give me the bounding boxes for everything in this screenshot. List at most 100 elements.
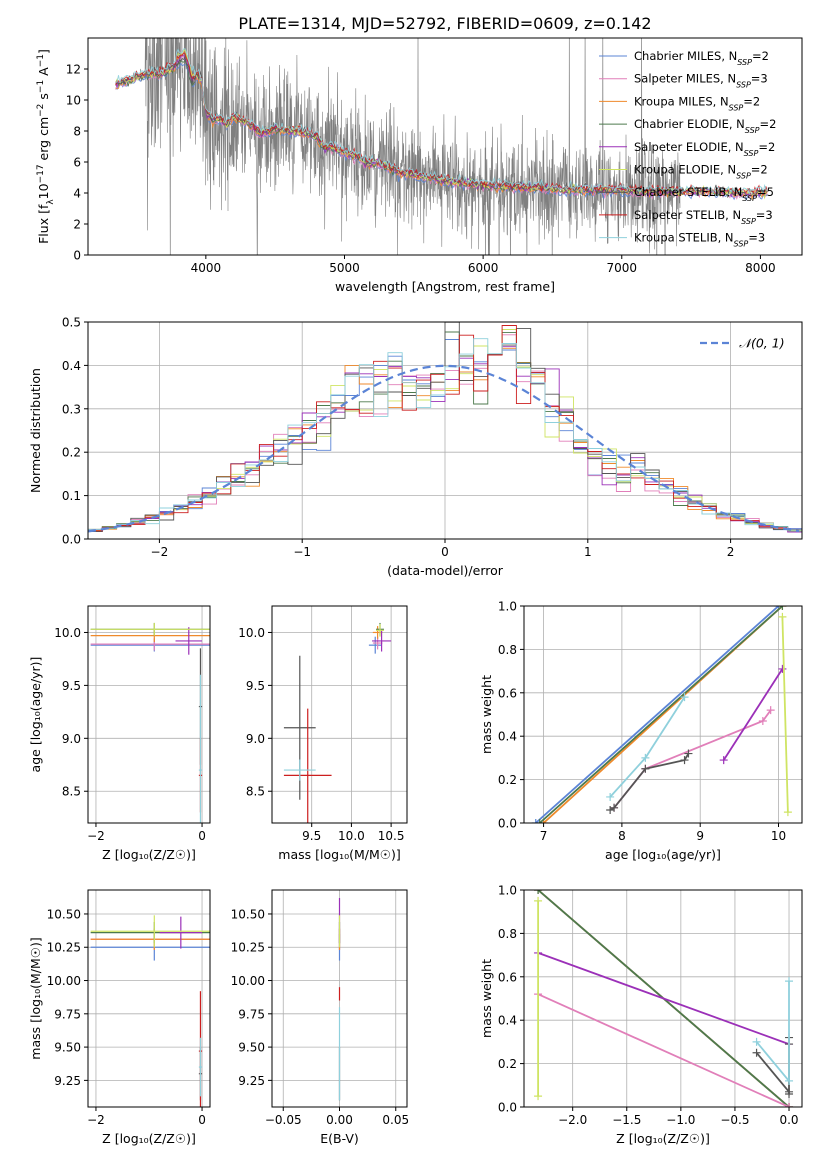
x-tick-label: 1 [584, 545, 592, 559]
age-vs-mass-panel: 9.5 10.0 10.5 8.5 9.0 9.5 10.0 mass [log₁₀(M/M☉… [238, 605, 408, 862]
legend-label: Salpeter STELIB, NSSP=3 [634, 208, 773, 226]
plot-frame [87, 321, 803, 540]
plot-frame [87, 37, 803, 256]
mass-weight-marker [534, 890, 543, 894]
y-tick-label: 0.1 [62, 489, 81, 503]
x-tick-label: 7000 [606, 261, 637, 275]
mass-vs-extinction-panel: −0.05 0.00 0.05 9.25 9.50 9.75 10.00 10.25 10.50… [231, 889, 409, 1146]
x-tick-label: 0.00 [326, 1113, 353, 1127]
model-spectrum-line [115, 59, 768, 198]
legend-label-main: Salpeter MILES, N [634, 72, 736, 86]
y-axis-label: Flux [fλ10−17 erg cm−2 s−1 A−1] [36, 49, 56, 244]
y-axis-label-part: ] [36, 49, 51, 54]
y-axis-label: age [log₁₀(age/yr)] [28, 657, 43, 773]
y-tick-label: 10.0 [54, 626, 81, 640]
mass-weight-marker [680, 756, 689, 765]
y-axis-label-part: erg cm [36, 117, 51, 165]
mass-weight-line [722, 668, 784, 761]
y-tick-label: 0 [73, 249, 81, 263]
x-axis-label: Z [log₁₀(Z/Z☉)] [102, 847, 196, 862]
y-axis-label-part: −17 [36, 164, 46, 183]
mass-weight-marker [766, 706, 775, 715]
legend-label: Salpeter ELODIE, NSSP=2 [634, 140, 775, 158]
x-tick-label: 9.5 [302, 829, 321, 843]
y-axis-label-part: A [36, 67, 51, 80]
y-tick-label: 10.25 [231, 941, 265, 955]
y-axis-label: Normed distribution [28, 368, 43, 493]
figure-title: PLATE=1314, MJD=52792, FIBERID=0609, z=0… [238, 14, 651, 33]
mass-weight-marker [606, 792, 615, 801]
legend-label-main: Chabrier ELODIE, N [634, 117, 745, 131]
y-tick-label: 2 [73, 218, 81, 232]
mass-weight-marker [778, 606, 787, 610]
x-axis-label: wavelength [Angstrom, rest frame] [335, 279, 555, 294]
y-tick-label: 9.25 [54, 1074, 81, 1088]
y-tick-label: 0.4 [62, 359, 81, 373]
x-tick-label: 0 [198, 1113, 206, 1127]
mass-weight-line [539, 606, 783, 823]
y-tick-label: 0.4 [498, 1014, 517, 1028]
y-tick-label: 9.50 [54, 1041, 81, 1055]
y-tick-label: 10.00 [231, 974, 265, 988]
x-tick-label: 10.5 [378, 829, 405, 843]
x-tick-label: 10 [771, 829, 786, 843]
y-tick-label: 8.5 [62, 785, 81, 799]
legend-label: Kroupa STELIB, NSSP=3 [634, 231, 765, 249]
mass-weight-marker [531, 819, 540, 823]
y-tick-label: 0.3 [62, 402, 81, 416]
y-tick-label: 9.5 [62, 679, 81, 693]
mass-weight-marker [641, 753, 650, 762]
y-tick-label: 8.5 [246, 785, 265, 799]
mass-weight-marker [752, 1048, 761, 1057]
x-tick-label: 6000 [468, 261, 499, 275]
mass-weight-vs-metallicity-panel: −2.0 −1.5 −1.0 −0.5 0.0 0.0 0.2 0.4 0.6 0.8 1.0 Z [… [479, 884, 803, 1146]
x-tick-label: −2 [87, 829, 105, 843]
x-axis-label: (data-model)/error [387, 563, 504, 578]
mass-weight-line [755, 981, 790, 1084]
mass-weight-line [781, 616, 789, 813]
y-tick-label: 0.8 [498, 927, 517, 941]
plot-frame [523, 605, 803, 824]
y-tick-label: 8 [73, 125, 81, 139]
mass-weight-marker [534, 896, 543, 905]
x-tick-label: 0.05 [382, 1113, 409, 1127]
legend-label: Chabrier ELODIE, NSSP=2 [634, 117, 776, 135]
x-tick-label: 8000 [745, 261, 776, 275]
mass-weight-marker [778, 664, 787, 673]
y-axis-label-part: λ [46, 199, 56, 205]
x-tick-label: 0 [198, 829, 206, 843]
legend-label-sub: SSP [736, 171, 751, 180]
legend-label-sub: SSP [734, 239, 749, 248]
y-tick-label: 0.6 [498, 970, 517, 984]
y-tick-label: 9.25 [238, 1074, 265, 1088]
plot-area [90, 622, 210, 823]
mass-weight-marker [758, 717, 767, 726]
y-axis-label: mass weight [479, 675, 494, 754]
y-tick-label: 10.50 [47, 907, 81, 921]
legend-label-sub: SSP [745, 126, 760, 135]
legend-label-value: =3 [756, 208, 773, 222]
legend-label-value: =3 [748, 231, 765, 245]
mass-weight-marker [606, 805, 615, 814]
y-tick-label: 10.50 [231, 907, 265, 921]
x-tick-label: −0.05 [265, 1113, 302, 1127]
y-tick-label: 10 [66, 94, 81, 108]
mass-weight-marker [785, 1089, 794, 1098]
y-tick-label: 9.75 [54, 1007, 81, 1021]
legend-label-main: Salpeter STELIB, N [634, 208, 741, 222]
legend-label-value: =2 [758, 140, 775, 154]
legend-label-main: Salpeter ELODIE, N [634, 140, 744, 154]
mass-weight-marker [610, 803, 619, 812]
x-tick-label: 0.0 [779, 1113, 798, 1127]
y-axis-label-part: −1 [36, 54, 46, 67]
residual-histogram-step [88, 338, 802, 531]
mass-weight-marker [680, 693, 689, 702]
mass-weight-marker [719, 756, 728, 765]
y-tick-label: 10.00 [47, 974, 81, 988]
legend-label-value: =5 [757, 185, 774, 199]
legend-label: Kroupa ELODIE, NSSP=2 [634, 163, 768, 181]
plot-frame [271, 605, 408, 824]
legend-label-value: =2 [752, 49, 769, 63]
residual-histogram-panel: −2 −1 0 1 2 0.0 0.1 0.2 0.3 0.4 0.5 (data-model)/er… [28, 316, 803, 578]
